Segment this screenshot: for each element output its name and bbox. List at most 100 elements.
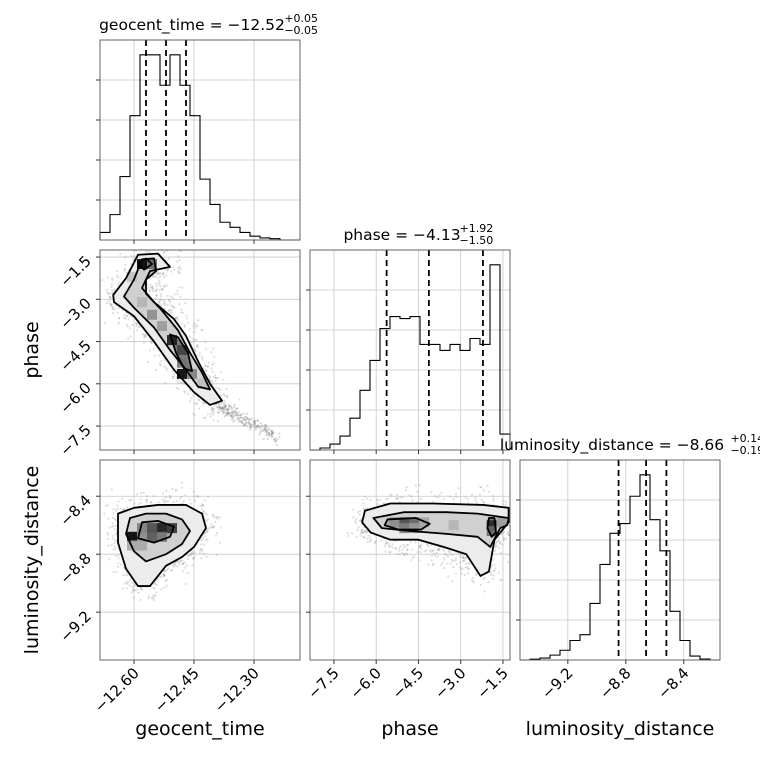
sample-point	[164, 579, 167, 582]
hist2d-cell	[157, 523, 167, 534]
sample-point	[182, 499, 185, 502]
sample-point	[205, 519, 208, 523]
title-text-luminosity_distance: luminosity_distance = −8.66	[500, 436, 724, 455]
sample-point	[454, 572, 458, 575]
sample-point	[139, 501, 142, 505]
sample-point	[478, 493, 481, 497]
sample-point	[224, 405, 227, 408]
y-axis-label-phase: phase	[21, 321, 43, 378]
sample-point	[253, 425, 256, 428]
sample-point	[503, 530, 506, 533]
y-tick-label-phase: −1.5	[56, 252, 94, 290]
sample-point	[150, 501, 153, 504]
sample-point	[497, 571, 500, 574]
sample-point	[446, 555, 450, 558]
sample-point	[221, 407, 224, 410]
sample-point	[212, 413, 215, 416]
sample-point	[159, 292, 162, 296]
sample-point	[455, 563, 458, 566]
sample-point	[451, 559, 455, 562]
sample-point	[374, 540, 378, 543]
sample-point	[108, 296, 112, 299]
sample-point	[183, 566, 186, 569]
sample-point	[114, 528, 117, 531]
sample-point	[387, 543, 390, 546]
sample-point	[497, 539, 500, 542]
sample-point	[166, 294, 169, 297]
sample-point	[233, 404, 236, 407]
sample-point	[215, 553, 218, 557]
sample-point	[229, 404, 232, 407]
sample-point	[416, 490, 419, 493]
sample-point	[194, 349, 197, 353]
sample-point	[178, 286, 181, 289]
sample-point	[347, 534, 350, 538]
sample-point	[501, 502, 504, 506]
sample-point	[169, 569, 172, 572]
sample-point	[495, 541, 498, 544]
sample-point	[499, 578, 502, 581]
sample-point	[181, 501, 184, 505]
sample-point	[271, 431, 274, 434]
sample-point	[169, 495, 172, 499]
sample-point	[140, 588, 143, 591]
sample-point	[157, 276, 160, 279]
sample-point	[396, 552, 399, 555]
sample-point	[373, 541, 376, 544]
sample-point	[178, 303, 181, 306]
sample-point	[209, 412, 213, 415]
title-minus-luminosity_distance: −0.19	[730, 444, 760, 457]
sample-point	[355, 517, 358, 521]
sample-point	[369, 498, 372, 501]
sample-point	[155, 272, 158, 275]
sample-point	[191, 340, 194, 343]
sample-point	[404, 546, 407, 549]
sample-point	[435, 551, 438, 555]
sample-point	[515, 511, 517, 513]
sample-point	[159, 364, 162, 367]
sample-point	[442, 498, 446, 501]
sample-point	[362, 536, 365, 539]
sample-point	[195, 402, 198, 405]
sample-point	[166, 303, 169, 306]
sample-point	[161, 288, 164, 291]
sample-point	[241, 412, 244, 415]
sample-point	[167, 567, 170, 570]
sample-point	[113, 288, 116, 291]
y-tick-label-phase: −7.5	[56, 421, 94, 459]
sample-point	[494, 546, 497, 549]
sample-point	[132, 596, 136, 599]
sample-point	[212, 526, 215, 529]
sample-point	[139, 497, 142, 501]
sample-point	[249, 426, 252, 429]
sample-point	[227, 408, 230, 411]
sample-point	[137, 591, 140, 594]
sample-point	[152, 594, 155, 597]
sample-point	[434, 554, 437, 557]
sample-point	[189, 397, 193, 400]
sample-point	[148, 289, 152, 292]
sample-point	[265, 430, 268, 433]
grid-phase-luminosity_distance	[310, 460, 510, 660]
sample-point	[249, 425, 252, 429]
sample-point	[274, 440, 278, 443]
sample-point	[409, 540, 413, 544]
sample-point	[369, 536, 372, 539]
sample-point	[254, 423, 257, 426]
sample-point	[125, 587, 128, 590]
sample-point	[155, 282, 158, 285]
sample-point	[150, 340, 153, 344]
sample-point	[183, 390, 186, 393]
sample-point	[222, 404, 225, 407]
hist2d-cell	[127, 271, 137, 282]
sample-point	[151, 275, 154, 278]
sample-point	[263, 427, 267, 430]
sample-point	[107, 533, 110, 536]
sample-point	[493, 563, 496, 567]
sample-point	[177, 270, 180, 273]
sample-point	[139, 246, 141, 248]
sample-point	[213, 355, 216, 359]
sample-point	[464, 562, 468, 566]
sample-point	[192, 325, 195, 328]
sample-point	[160, 575, 163, 579]
